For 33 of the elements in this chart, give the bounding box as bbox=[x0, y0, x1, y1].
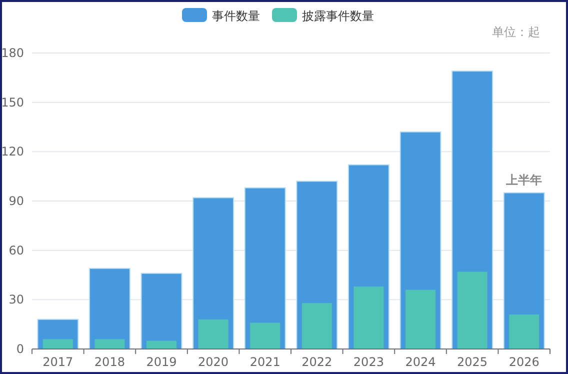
y-tick-label: 120 bbox=[1, 144, 24, 159]
y-tick-label: 180 bbox=[1, 46, 24, 60]
x-tick-label: 2024 bbox=[405, 355, 436, 369]
bar bbox=[509, 314, 540, 349]
bar bbox=[354, 286, 384, 349]
bar bbox=[42, 339, 73, 349]
x-tick-label: 2025 bbox=[457, 355, 488, 369]
bar bbox=[146, 340, 177, 349]
x-tick-label: 2021 bbox=[250, 355, 280, 369]
y-tick-label: 90 bbox=[8, 194, 24, 208]
x-tick-label: 2022 bbox=[302, 355, 332, 369]
bar bbox=[302, 302, 332, 349]
x-tick-label: 2017 bbox=[42, 355, 74, 369]
bar bbox=[457, 272, 488, 349]
x-tick-label: 2023 bbox=[353, 355, 384, 369]
bar bbox=[89, 268, 130, 350]
text: 单位：起 bbox=[492, 25, 540, 39]
y-tick-label: 30 bbox=[8, 292, 24, 307]
bar bbox=[140, 272, 182, 350]
legend-label: 披露事件数量 bbox=[302, 9, 374, 23]
bar bbox=[250, 322, 280, 349]
bar bbox=[405, 290, 436, 349]
y-tick-label: 150 bbox=[1, 95, 24, 110]
bar bbox=[94, 339, 125, 349]
legend-label: 事件数量 bbox=[212, 9, 260, 23]
y-tick-label: 60 bbox=[8, 243, 24, 258]
annotation: 上半年 bbox=[505, 172, 542, 187]
y-tick-label: 0 bbox=[16, 342, 24, 356]
x-tick-label: 2018 bbox=[94, 355, 125, 369]
x-tick-label: 2019 bbox=[146, 355, 177, 369]
x-tick-label: 2020 bbox=[198, 355, 229, 369]
bar bbox=[198, 319, 228, 349]
x-tick-label: 2026 bbox=[508, 355, 540, 369]
